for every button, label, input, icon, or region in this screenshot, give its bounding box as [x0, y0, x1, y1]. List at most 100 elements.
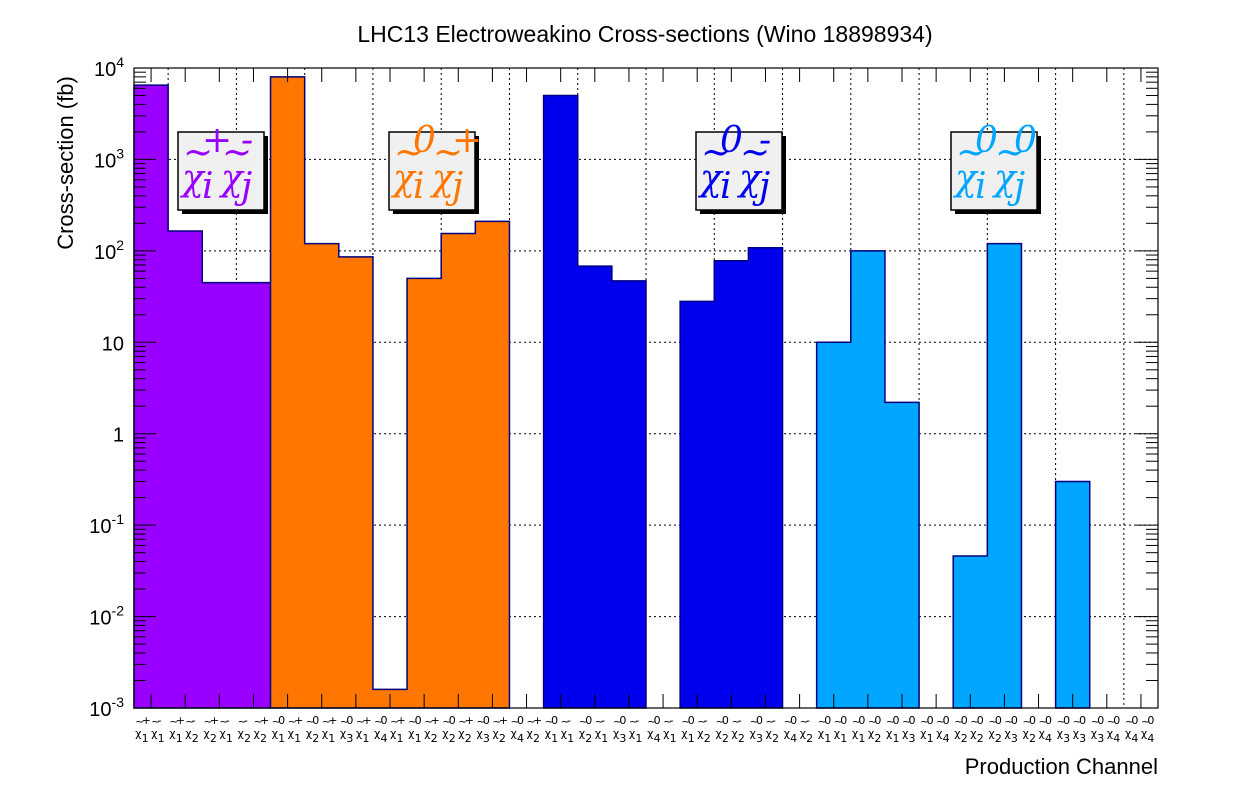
x-tick-label-tilde: ~ — [237, 715, 246, 728]
x-tick-label-chi: χ — [185, 727, 192, 740]
x-tick-label-sub: 2 — [1029, 732, 1036, 745]
x-tick-label-chi: χ — [1073, 727, 1080, 740]
x-tick-label-sup: - — [567, 714, 571, 727]
x-tick-label-tilde: ~ — [151, 715, 160, 728]
x-tick-label-tilde: ~ — [936, 715, 945, 728]
x-tick-label-chi: χ — [902, 727, 909, 740]
x-tick-label-sup: + — [142, 714, 151, 727]
x-tick-label-sub: 2 — [806, 732, 813, 745]
group-label-box — [950, 131, 1038, 211]
x-tick-label-sup: 0 — [415, 714, 422, 727]
y-axis-label: Cross-section (fb) — [53, 76, 78, 250]
y-tick-label: 1 — [113, 425, 124, 447]
x-tick-label-sup: - — [670, 714, 674, 727]
x-tick-label-tilde: ~ — [749, 715, 758, 728]
x-tick-label-sub: 2 — [210, 732, 217, 745]
group-label-box — [695, 131, 783, 211]
x-tick-label: χ~20χ~20 — [954, 714, 984, 745]
x-tick-label-chi: χ — [390, 727, 397, 740]
x-tick-label-tilde: ~ — [442, 715, 451, 728]
y-tick-label: 10 — [102, 333, 124, 355]
x-tick-label-sub: 1 — [158, 732, 165, 745]
bar-neutralino-chargino-minus — [542, 94, 784, 709]
x-tick-label-chi: χ — [476, 727, 483, 740]
x-tick-label-chi: χ — [424, 727, 431, 740]
x-tick-label-chi: χ — [169, 727, 176, 740]
x-tick-label-sup: 0 — [483, 714, 490, 727]
x-tick-label-sup: 0 — [756, 714, 763, 727]
x-tick-label-sub: 1 — [415, 732, 422, 745]
x-tick-label-sup: - — [704, 714, 708, 727]
x-tick-label-sub: 2 — [431, 732, 438, 745]
x-tick-label-chi: χ — [1057, 727, 1064, 740]
x-tick-label-tilde: ~ — [765, 715, 774, 728]
x-tick-label-chi: χ — [936, 727, 943, 740]
x-tick-label-sub: 1 — [328, 732, 335, 745]
x-tick-label-chi: χ — [697, 727, 704, 740]
x-tick-label-tilde: ~ — [424, 715, 433, 728]
x-tick-label: χ~20χ~2- — [715, 714, 745, 745]
x-tick-label: χ~40χ~2+ — [511, 714, 543, 745]
x-tick-label-tilde: ~ — [988, 715, 997, 728]
x-tick-label-chi: χ — [852, 727, 859, 740]
x-tick-label-chi: χ — [579, 727, 586, 740]
x-tick-label: χ~10χ~2+ — [408, 714, 440, 745]
x-tick-label-sup: 0 — [977, 714, 984, 727]
x-tick-label: χ~10χ~1- — [545, 714, 575, 745]
x-tick-label-sup: + — [465, 714, 474, 727]
x-tick-label-chi: χ — [511, 727, 518, 740]
x-tick-label-tilde: ~ — [1023, 715, 1032, 728]
x-tick-label: χ~30χ~1- — [613, 714, 643, 745]
x-tick-label-sup: 0 — [449, 714, 456, 727]
x-tick-label: χ~10χ~10 — [818, 714, 848, 745]
x-tick-label-tilde: ~ — [135, 715, 144, 728]
group-label-sub: i — [975, 166, 987, 207]
group-label-chi: χ — [179, 158, 206, 199]
x-tick-label: χ~10χ~1+ — [272, 714, 304, 745]
x-tick-label-tilde: ~ — [390, 715, 399, 728]
x-tick-label-chi: χ — [647, 727, 654, 740]
x-tick-label-sub: 3 — [1079, 732, 1086, 745]
x-tick-label-tilde: ~ — [527, 715, 536, 728]
y-tick-label: 103 — [94, 145, 124, 172]
group-label-tilde: ~ — [222, 132, 252, 173]
x-tick-label-chi: χ — [288, 727, 295, 740]
group-labels: χ~i+χ~j-χ~i0χ~j+χ~i0χ~j-χ~i0χ~j0 — [177, 120, 1041, 214]
x-tick-label-tilde: ~ — [476, 715, 485, 728]
x-tick-label-sup: + — [328, 714, 337, 727]
x-tick-label-tilde: ~ — [272, 715, 281, 728]
group-label-tilde: ~ — [433, 132, 463, 173]
x-tick-label-tilde: ~ — [219, 715, 228, 728]
group-label-box — [177, 131, 265, 211]
x-axis-label: Production Channel — [965, 754, 1158, 779]
x-tick-label-sub: 2 — [772, 732, 779, 745]
x-tick-label-sub: 2 — [738, 732, 745, 745]
group-label-chi: χ — [429, 158, 456, 199]
x-tick-label-sup: 0 — [1011, 714, 1018, 727]
x-tick-label-tilde: ~ — [408, 715, 417, 728]
group-label-tilde: ~ — [995, 132, 1025, 173]
x-tick-label-tilde: ~ — [1107, 715, 1116, 728]
x-tick-label-tilde: ~ — [492, 715, 501, 728]
x-tick-label-tilde: ~ — [322, 715, 331, 728]
x-tick-label-sub: 1 — [840, 732, 847, 745]
x-tick-label-sup: - — [806, 714, 810, 727]
x-tick-label-sup: 0 — [1029, 714, 1036, 727]
x-tick-label-sup: 0 — [346, 714, 353, 727]
x-tick-label-chi: χ — [151, 727, 158, 740]
bars — [133, 76, 1091, 709]
x-tick-label-chi: χ — [663, 727, 670, 740]
x-tick-label: χ~40χ~40 — [1125, 714, 1155, 745]
x-tick-label: χ~30χ~2- — [749, 714, 779, 745]
x-tick-label-sup: 0 — [1079, 714, 1086, 727]
x-tick-label-sup: + — [397, 714, 406, 727]
plot-frame — [133, 67, 1159, 709]
x-tick-label-tilde: ~ — [818, 715, 827, 728]
x-tick-label-tilde: ~ — [561, 715, 570, 728]
group-label-neutralino-chargino-plus: χ~i0χ~j+ — [388, 120, 482, 214]
x-tick-label-sub: 4 — [1131, 732, 1138, 745]
x-tick-label-sup: 0 — [517, 714, 524, 727]
x-tick-label-chi: χ — [1141, 727, 1148, 740]
x-tick-label-sub: 3 — [483, 732, 490, 745]
group-label-sup: 0 — [1014, 120, 1037, 161]
